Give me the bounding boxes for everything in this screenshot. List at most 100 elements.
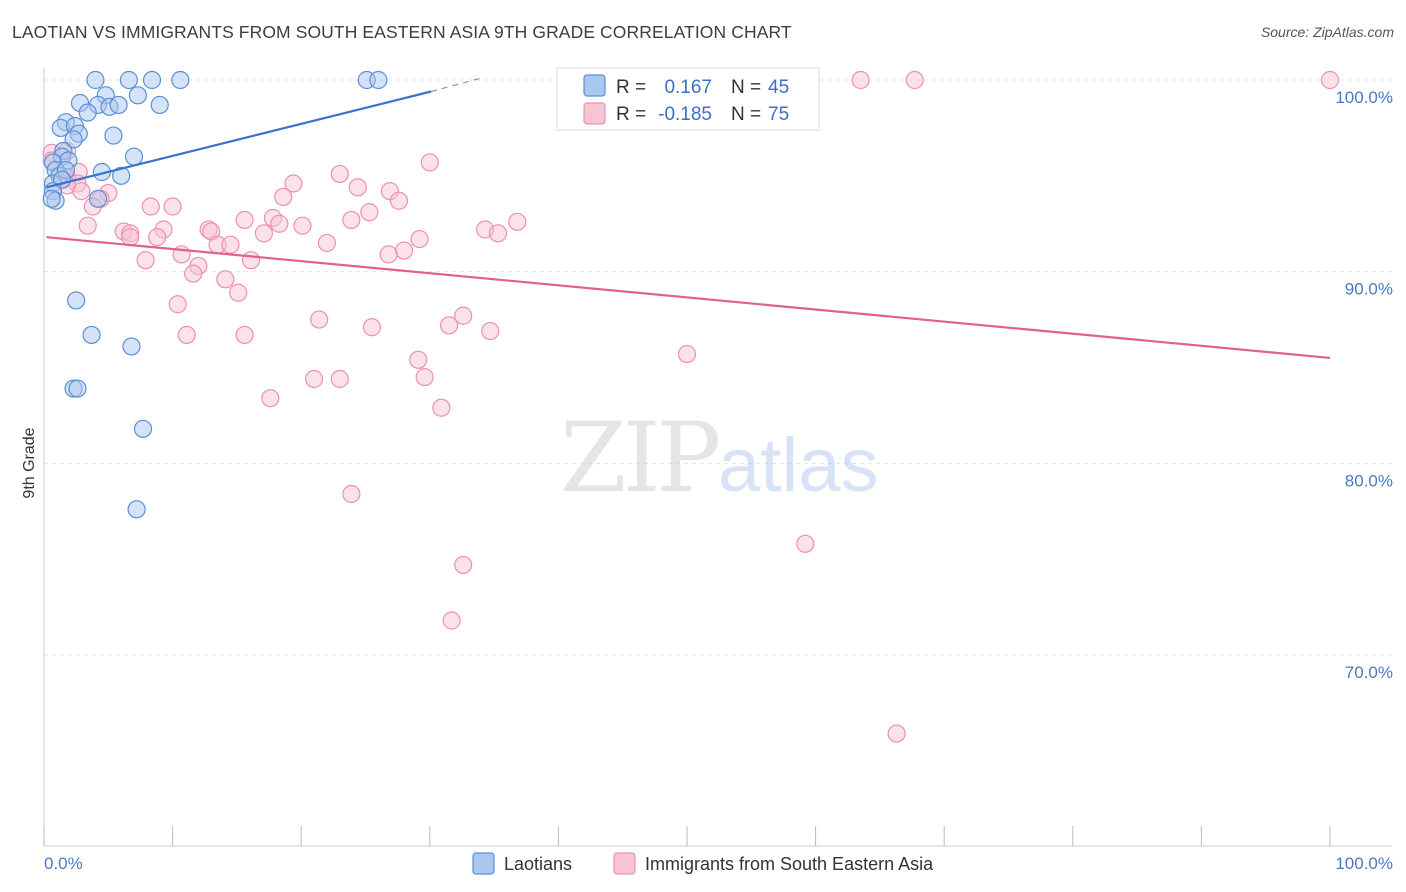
stats-n-value: 75 [768,104,789,125]
laotians-point [86,70,105,90]
immigrants-point [261,389,280,408]
stats-r-value: 0.167 [664,77,712,98]
legend-label-immigrants: Immigrants from South Eastern Asia [645,854,934,874]
watermark-zip: ZIP [560,402,719,514]
immigrants-point [394,241,414,260]
stats-r-label: R = [616,104,646,125]
immigrants-point [274,187,293,207]
immigrants-point [389,191,409,210]
immigrants-point [851,70,870,90]
immigrants-point [270,214,289,233]
laotians-point [128,86,147,105]
immigrants-point [216,270,235,289]
immigrants-point [221,235,240,254]
immigrants-point [488,224,508,243]
immigrants-point [310,310,329,329]
immigrants-point [121,228,140,247]
legend-swatch-immigrants [613,852,636,875]
immigrants-point [72,182,91,201]
watermark-atlas: atlas [718,423,879,508]
laotians-point [127,500,146,519]
chart-title: LAOTIAN VS IMMIGRANTS FROM SOUTH EASTERN… [12,22,792,42]
source-label: Source: ZipAtlas.com [1260,24,1394,40]
stats-swatch-laotians [583,74,606,97]
immigrants-point [235,210,254,230]
immigrants-point [420,153,439,172]
stats-n-label: N = [731,77,761,98]
y-tick-labels: 100.0% 90.0% 80.0% 70.0% [1335,88,1393,682]
immigrants-point [887,724,906,743]
immigrants-point [163,197,182,216]
laotians-point [142,70,162,90]
laotians-point [133,419,153,438]
immigrants-point [141,197,160,216]
y-tick-label: 100.0% [1335,88,1393,107]
laotians-point [64,130,83,149]
immigrants-point [304,369,324,389]
immigrants-point [330,164,349,184]
immigrants-point [348,178,367,197]
immigrants-point [284,174,303,193]
immigrants-point [796,534,815,553]
stats-n-value: 45 [768,77,789,98]
immigrants-point [1320,70,1340,90]
stats-legend: R = 0.167 N = 45 R = -0.185 N = 75 [556,67,820,131]
y-axis-label: 9th Grade [21,427,38,498]
trend-lines [46,77,1331,360]
immigrants-point [342,210,361,230]
immigrants-point [254,224,274,243]
immigrants-point [905,70,924,90]
y-tick-label: 90.0% [1345,280,1393,299]
immigrants-point [148,228,167,247]
stats-r-label: R = [616,77,646,98]
immigrants-point [168,295,187,314]
laotians-point [104,126,123,145]
immigrants-point [78,216,97,235]
immigrants-point [362,318,382,337]
laotians-point [68,379,87,398]
x-tick-labels: 0.0% 100.0% [44,854,1393,873]
immigrants-point [360,203,379,222]
immigrants-point [409,350,428,369]
laotians-point [122,337,141,356]
laotians-point [124,147,144,166]
laotians-trend-line [46,90,432,189]
laotians-point [369,70,388,90]
laotians-point [88,189,108,208]
stats-n-label: N = [731,104,761,125]
immigrants-point [293,216,312,235]
laotians-point [119,70,138,90]
immigrants-point [229,283,248,302]
legend-label-laotians: Laotians [504,854,572,874]
laotians-point [42,189,61,208]
immigrants-point [442,611,461,630]
laotians-point [150,95,169,115]
immigrants-point [432,398,451,417]
immigrants-point [439,316,459,335]
laotians-point [67,291,86,310]
immigrants-point [177,325,196,345]
immigrants-point [410,229,429,249]
legend-swatch-laotians [472,852,495,875]
x-tick-label: 100.0% [1335,854,1393,873]
immigrants-point [415,367,434,387]
immigrants-point [184,264,203,283]
y-tick-label: 80.0% [1345,471,1393,490]
stats-r-value: -0.185 [658,104,712,125]
immigrants-point [677,344,697,364]
immigrants-point [454,306,473,325]
laotians-point [78,103,97,122]
immigrants-point [454,555,473,575]
immigrants-trend-line [46,236,1331,360]
immigrants-point [317,233,337,253]
series-legend: Laotians Immigrants from South Eastern A… [472,852,934,875]
laotians-point [112,166,131,185]
immigrants-point [136,251,155,270]
data-points [42,70,1340,743]
laotians-point [82,325,101,345]
stats-swatch-immigrants [583,102,606,125]
immigrants-point [241,251,261,270]
axes [43,68,1392,847]
immigrants-point [508,212,527,231]
